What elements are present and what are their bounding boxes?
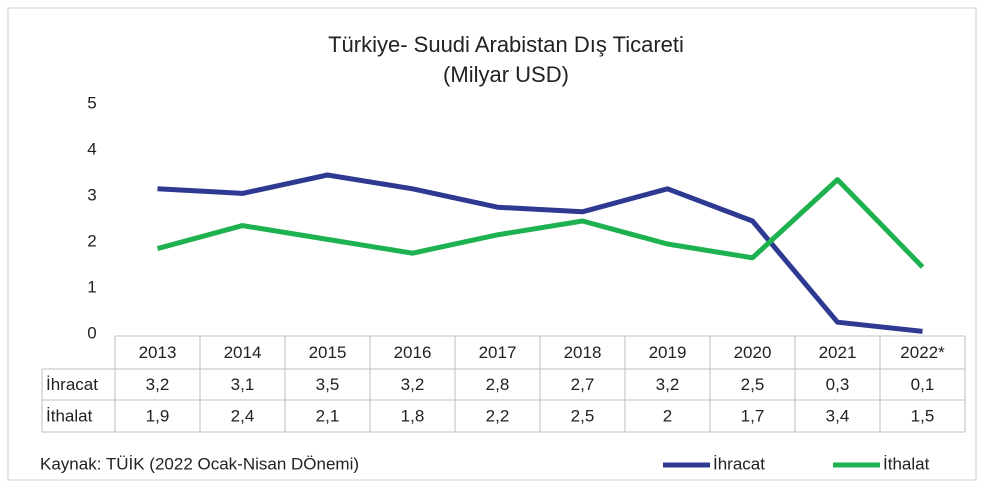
x-tick-label: 2022* [900, 343, 945, 362]
table-cell: 3,2 [656, 375, 680, 394]
table-cell: 3,4 [826, 406, 850, 425]
table-cell: 1,8 [401, 406, 425, 425]
table-cell: 3,1 [231, 375, 255, 394]
y-tick-label: 1 [87, 277, 96, 296]
x-tick-label: 2013 [139, 343, 177, 362]
table-cell: 1,7 [741, 406, 765, 425]
y-tick-label: 4 [87, 139, 96, 158]
table-cell: 2,7 [571, 375, 595, 394]
y-tick-label: 2 [87, 231, 96, 250]
x-tick-label: 2017 [479, 343, 517, 362]
table-cell: 1,5 [911, 406, 935, 425]
table-cell: 3,2 [146, 375, 170, 394]
x-tick-label: 2021 [819, 343, 857, 362]
table-cell: 2,8 [486, 375, 510, 394]
table-cell: 2,4 [231, 406, 255, 425]
series-line [156, 177, 925, 269]
legend-label: İhracat [713, 454, 765, 473]
table-cell: 2,5 [741, 375, 765, 394]
table-cell: 2,1 [316, 406, 340, 425]
table-cell: 3,2 [401, 375, 425, 394]
source-note: Kaynak: TÜİK (2022 Ocak-Nisan DÖnemi) [40, 454, 359, 473]
table-cell: 0,3 [826, 375, 850, 394]
x-tick-label: 2020 [734, 343, 772, 362]
table-cell: 3,5 [316, 375, 340, 394]
series-line [157, 172, 923, 334]
table-cell: 2,2 [486, 406, 510, 425]
table-cell: 0,1 [911, 375, 935, 394]
chart-subtitle: (Milyar USD) [443, 62, 569, 87]
y-tick-label: 5 [87, 93, 96, 112]
table-cell: 2,5 [571, 406, 595, 425]
table-cell: 1,9 [146, 406, 170, 425]
x-tick-label: 2019 [649, 343, 687, 362]
table-row-label: İthalat [46, 406, 93, 425]
y-tick-label: 0 [87, 323, 96, 342]
x-tick-label: 2015 [309, 343, 347, 362]
x-tick-label: 2014 [224, 343, 262, 362]
chart-title: Türkiye- Suudi Arabistan Dış Ticareti [328, 32, 684, 57]
table-cell: 2 [663, 406, 672, 425]
x-tick-label: 2016 [394, 343, 432, 362]
x-tick-label: 2018 [564, 343, 602, 362]
y-tick-label: 3 [87, 185, 96, 204]
table-row-label: İhracat [46, 375, 98, 394]
legend-label: İthalat [883, 454, 930, 473]
